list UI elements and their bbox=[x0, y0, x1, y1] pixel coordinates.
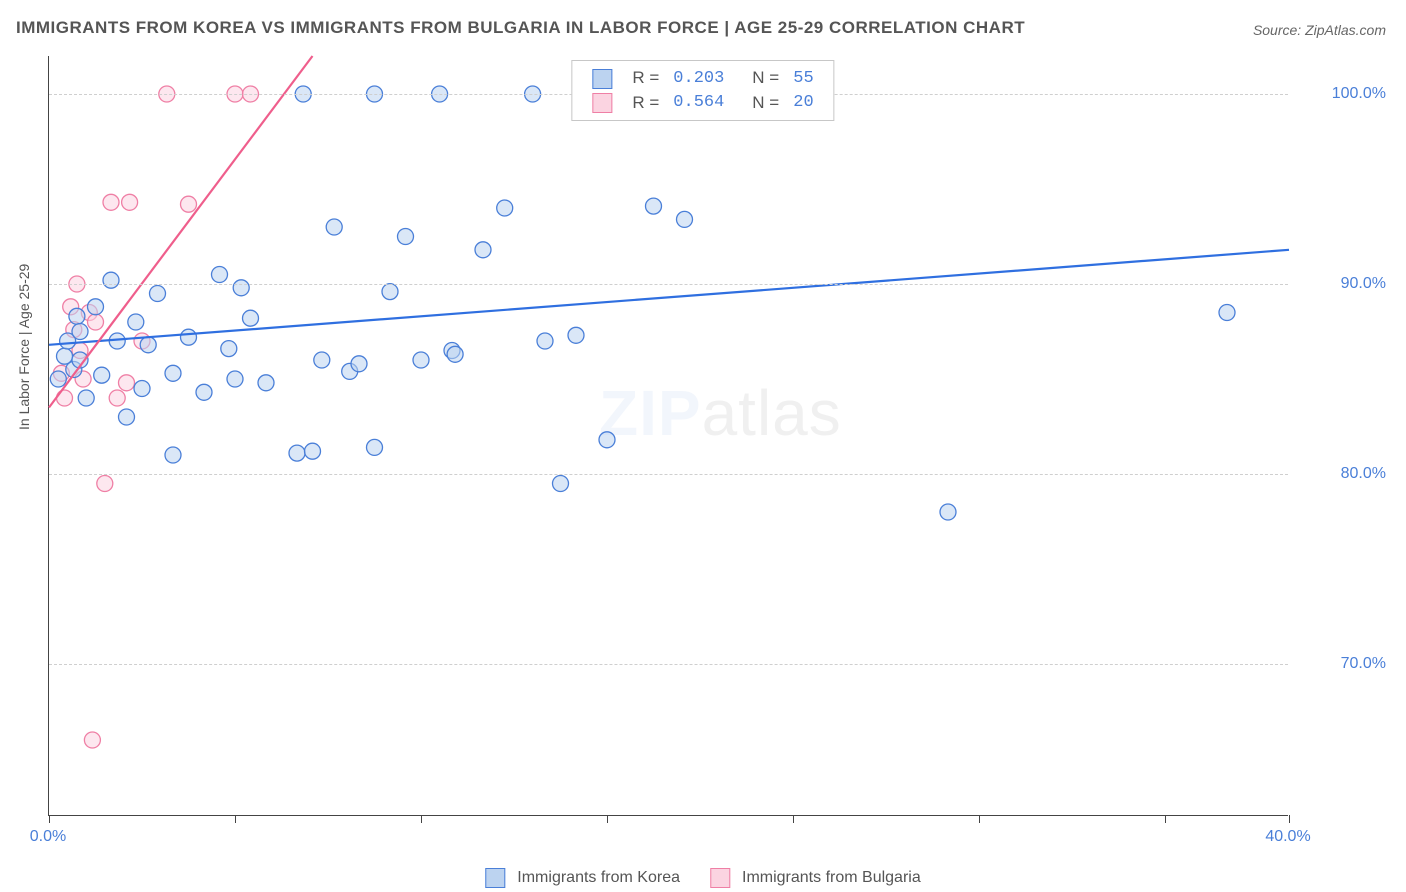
x-tick bbox=[49, 815, 50, 823]
swatch-korea bbox=[485, 868, 505, 888]
chart-container: IMMIGRANTS FROM KOREA VS IMMIGRANTS FROM… bbox=[0, 0, 1406, 892]
data-point bbox=[97, 476, 113, 492]
swatch-bulgaria bbox=[710, 868, 730, 888]
data-point bbox=[128, 314, 144, 330]
y-tick-label: 100.0% bbox=[1332, 85, 1386, 103]
x-tick-label: 40.0% bbox=[1265, 828, 1310, 846]
x-tick-label: 0.0% bbox=[30, 828, 66, 846]
chart-title: IMMIGRANTS FROM KOREA VS IMMIGRANTS FROM… bbox=[16, 18, 1025, 38]
data-point bbox=[69, 308, 85, 324]
data-point bbox=[122, 194, 138, 210]
data-point bbox=[78, 390, 94, 406]
data-point bbox=[398, 229, 414, 245]
data-point bbox=[568, 327, 584, 343]
swatch-bulgaria bbox=[592, 93, 612, 113]
data-point bbox=[88, 299, 104, 315]
data-point bbox=[677, 211, 693, 227]
data-point bbox=[233, 280, 249, 296]
data-point bbox=[196, 384, 212, 400]
series-legend: Immigrants from Korea Immigrants from Bu… bbox=[485, 868, 920, 888]
n-value-korea: 55 bbox=[787, 67, 819, 90]
data-point bbox=[94, 367, 110, 383]
data-point bbox=[537, 333, 553, 349]
scatter-svg bbox=[49, 56, 1288, 815]
data-point bbox=[109, 390, 125, 406]
r-label: R = bbox=[626, 92, 665, 115]
y-tick-label: 70.0% bbox=[1341, 655, 1386, 673]
legend-label-korea: Immigrants from Korea bbox=[517, 869, 680, 887]
x-tick bbox=[607, 815, 608, 823]
swatch-korea bbox=[592, 69, 612, 89]
y-tick-label: 80.0% bbox=[1341, 465, 1386, 483]
data-point bbox=[243, 310, 259, 326]
data-point bbox=[84, 732, 100, 748]
data-point bbox=[103, 194, 119, 210]
data-point bbox=[150, 286, 166, 302]
data-point bbox=[553, 476, 569, 492]
data-point bbox=[382, 284, 398, 300]
n-label: N = bbox=[746, 67, 785, 90]
data-point bbox=[497, 200, 513, 216]
data-point bbox=[646, 198, 662, 214]
data-point bbox=[221, 341, 237, 357]
correlation-legend: R = 0.203 N = 55 R = 0.564 N = 20 bbox=[571, 60, 834, 121]
x-tick bbox=[421, 815, 422, 823]
y-axis-label: In Labor Force | Age 25-29 bbox=[16, 264, 32, 430]
data-point bbox=[103, 272, 119, 288]
legend-item-bulgaria: Immigrants from Bulgaria bbox=[710, 868, 921, 888]
data-point bbox=[289, 445, 305, 461]
data-point bbox=[940, 504, 956, 520]
data-point bbox=[119, 409, 135, 425]
data-point bbox=[447, 346, 463, 362]
y-tick-label: 90.0% bbox=[1341, 275, 1386, 293]
data-point bbox=[351, 356, 367, 372]
data-point bbox=[475, 242, 491, 258]
data-point bbox=[314, 352, 330, 368]
data-point bbox=[50, 371, 66, 387]
legend-item-korea: Immigrants from Korea bbox=[485, 868, 680, 888]
source-attribution: Source: ZipAtlas.com bbox=[1253, 22, 1386, 38]
data-point bbox=[181, 196, 197, 212]
data-point bbox=[134, 381, 150, 397]
data-point bbox=[165, 447, 181, 463]
n-label: N = bbox=[746, 92, 785, 115]
gridline bbox=[49, 474, 1288, 475]
data-point bbox=[140, 337, 156, 353]
data-point bbox=[165, 365, 181, 381]
x-tick bbox=[1289, 815, 1290, 823]
data-point bbox=[599, 432, 615, 448]
legend-label-bulgaria: Immigrants from Bulgaria bbox=[742, 869, 921, 887]
data-point bbox=[57, 390, 73, 406]
plot-area: ZIPatlas bbox=[48, 56, 1288, 816]
x-tick bbox=[235, 815, 236, 823]
data-point bbox=[88, 314, 104, 330]
gridline bbox=[49, 284, 1288, 285]
r-value-korea: 0.203 bbox=[667, 67, 730, 90]
x-tick bbox=[979, 815, 980, 823]
x-tick bbox=[1165, 815, 1166, 823]
n-value-bulgaria: 20 bbox=[787, 92, 819, 115]
data-point bbox=[212, 267, 228, 283]
legend-row-bulgaria: R = 0.564 N = 20 bbox=[586, 92, 819, 115]
data-point bbox=[72, 324, 88, 340]
trend-line bbox=[49, 56, 313, 408]
legend-row-korea: R = 0.203 N = 55 bbox=[586, 67, 819, 90]
data-point bbox=[413, 352, 429, 368]
data-point bbox=[181, 329, 197, 345]
data-point bbox=[367, 439, 383, 455]
data-point bbox=[1219, 305, 1235, 321]
trend-line bbox=[49, 250, 1289, 345]
data-point bbox=[305, 443, 321, 459]
data-point bbox=[119, 375, 135, 391]
r-value-bulgaria: 0.564 bbox=[667, 92, 730, 115]
data-point bbox=[326, 219, 342, 235]
r-label: R = bbox=[626, 67, 665, 90]
x-tick bbox=[793, 815, 794, 823]
data-point bbox=[258, 375, 274, 391]
data-point bbox=[227, 371, 243, 387]
gridline bbox=[49, 664, 1288, 665]
